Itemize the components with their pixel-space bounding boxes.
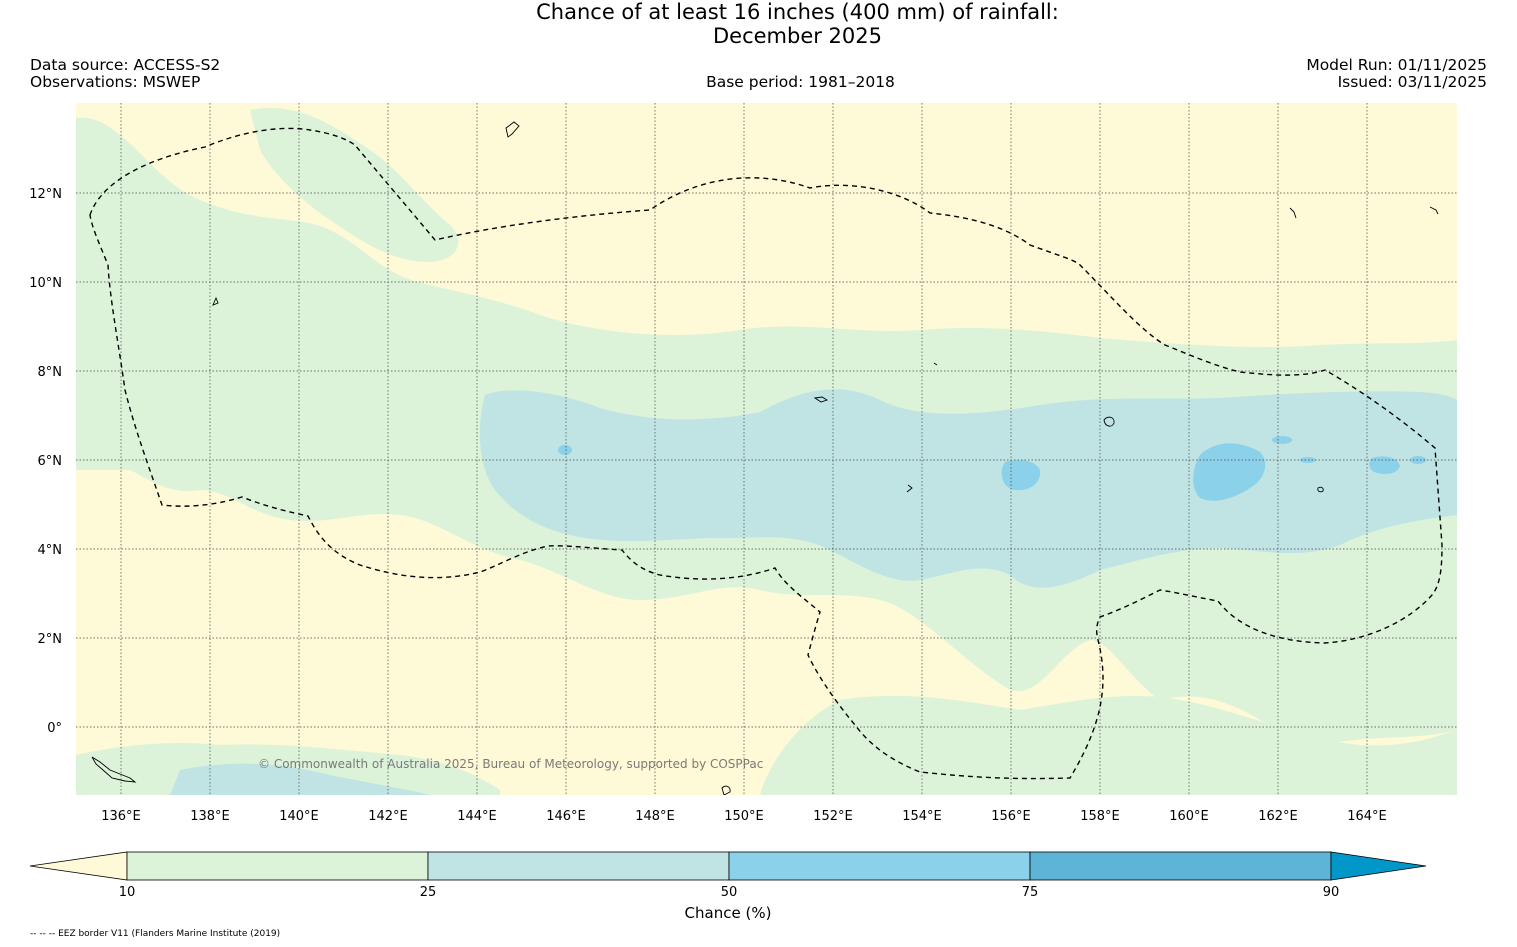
lat-label: 8°N [38, 365, 63, 380]
lon-label: 142°E [368, 809, 408, 824]
map-title-line2: December 2025 [712, 24, 882, 48]
lon-label: 164°E [1347, 809, 1387, 824]
lon-label: 152°E [813, 809, 853, 824]
island-g [933, 362, 938, 366]
lat-label: 4°N [38, 543, 63, 558]
island-h [906, 484, 913, 493]
island-c [813, 396, 829, 403]
run-info: Model Run: 01/11/2025 Issued: 03/11/2025 [1306, 57, 1487, 91]
probability-field: © Commonwealth of Australia 2025, Bureau… [76, 103, 1457, 795]
zone-10-25-north [250, 108, 459, 262]
island-guam-area [505, 121, 520, 138]
island-d [721, 785, 731, 795]
lon-label: 138°E [190, 809, 230, 824]
data-source-text: Data source: ACCESS-S2 [30, 56, 221, 74]
colorbar-25-50 [427, 851, 730, 881]
colorbar-tick: 75 [1022, 885, 1039, 900]
island-palau [91, 756, 137, 783]
colorbar-75-90 [1029, 851, 1332, 881]
zone-50-75-d [1272, 436, 1292, 444]
lon-label: 162°E [1258, 809, 1298, 824]
lon-label: 144°E [457, 809, 497, 824]
lon-label: 158°E [1080, 809, 1120, 824]
lon-label: 156°E [991, 809, 1031, 824]
eez-footnote: -- -- -- EEZ border V11 (Flanders Marine… [30, 929, 281, 939]
copyright-text: © Commonwealth of Australia 2025, Bureau… [258, 757, 763, 771]
gridlines [76, 103, 1457, 795]
lon-label: 154°E [902, 809, 942, 824]
coastlines [91, 121, 1439, 795]
lon-label: 140°E [279, 809, 319, 824]
zone-50-75-c [1369, 456, 1400, 474]
lat-label: 2°N [38, 632, 63, 647]
base-period: Base period: 1981–2018 [0, 74, 1517, 91]
lon-label: 146°E [546, 809, 586, 824]
island-pohnpei [1103, 416, 1115, 427]
lon-label: 148°E [635, 809, 675, 824]
latitude-labels: 12°N 10°N 8°N 6°N 4°N 2°N 0° [29, 187, 62, 736]
colorbar-tick: 50 [721, 885, 738, 900]
lon-label: 136°E [101, 809, 141, 824]
colorbar-tick: 10 [119, 885, 136, 900]
map-title: Chance of at least 16 inches (400 mm) of… [0, 0, 1517, 48]
colorbar-10-25 [126, 851, 429, 881]
eez-border [89, 127, 1443, 780]
lon-label: 150°E [724, 809, 764, 824]
zone-25-50 [479, 389, 1457, 588]
longitude-labels: 136°E 138°E 140°E 142°E 144°E 146°E 148°… [101, 809, 1387, 824]
model-run-text: Model Run: 01/11/2025 [1306, 56, 1487, 74]
zone-50-75-a [1193, 443, 1266, 501]
colorbar-below-10 [29, 851, 128, 881]
lon-label: 160°E [1169, 809, 1209, 824]
observations-text: Observations: MSWEP [30, 73, 201, 91]
colorbar: 10 25 50 75 90 Chance (%) [29, 851, 1427, 922]
lat-label: 0° [47, 721, 62, 736]
lat-label: 6°N [38, 454, 63, 469]
colorbar-50-75 [728, 851, 1031, 881]
colorbar-label: Chance (%) [685, 904, 772, 922]
zone-10-25-south [760, 695, 1457, 795]
colorbar-tick: 90 [1323, 885, 1340, 900]
island-e [1289, 207, 1297, 219]
base-period-text: Base period: 1981–2018 [706, 73, 895, 91]
zone-50-75-g [558, 445, 572, 455]
lat-label: 10°N [29, 276, 62, 291]
zone-25-50-south [170, 763, 430, 795]
source-info: Data source: ACCESS-S2 Observations: MSW… [30, 57, 220, 91]
island-b [1317, 486, 1324, 493]
issued-text: Issued: 03/11/2025 [1337, 73, 1487, 91]
map-title-line1: Chance of at least 16 inches (400 mm) of… [536, 0, 1059, 24]
colorbar-tick: 25 [420, 885, 437, 900]
lat-label: 12°N [29, 187, 62, 202]
island-a [212, 296, 219, 306]
colorbar-above-90 [1330, 851, 1427, 881]
island-f [1429, 206, 1439, 215]
